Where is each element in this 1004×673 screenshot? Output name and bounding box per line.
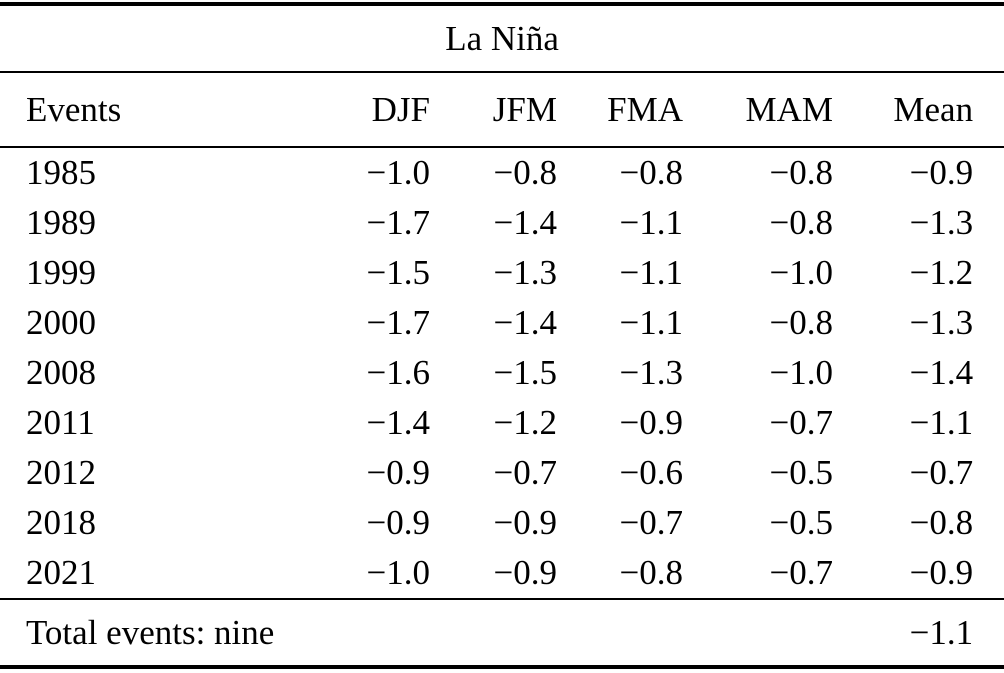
table-row: 2018 −0.9 −0.9 −0.7 −0.5 −0.8 (0, 498, 1004, 548)
fma-value: −1.1 (619, 203, 684, 242)
mean-value: −1.3 (909, 203, 974, 242)
jfm-value: −1.4 (493, 303, 558, 342)
event-year: 1989 (26, 203, 96, 242)
mam-value: −0.8 (769, 153, 834, 192)
mean-value: −0.7 (909, 453, 974, 492)
jfm-value: −0.9 (493, 503, 558, 542)
jfm-value: −0.9 (430, 548, 557, 600)
column-header-jfm: JFM (430, 72, 557, 148)
mam-value: −0.8 (769, 303, 834, 342)
column-header-djf: DJF (300, 72, 430, 148)
event-year: 2018 (26, 503, 96, 542)
mean-value: −0.9 (833, 548, 1004, 600)
mam-value: −1.0 (769, 353, 834, 392)
fma-value: −1.3 (619, 353, 684, 392)
column-header-fma: FMA (557, 72, 683, 148)
djf-value: −1.7 (366, 203, 431, 242)
fma-value: −0.7 (619, 503, 684, 542)
table-row: 2021 −1.0 −0.9 −0.8 −0.7 −0.9 (0, 548, 1004, 600)
event-year: 2021 (0, 548, 300, 600)
column-header-events: Events (0, 72, 300, 148)
table-title-row: La Niña (0, 4, 1004, 73)
mam-value: −0.7 (769, 403, 834, 442)
mam-value: −0.7 (683, 548, 833, 600)
djf-value: −1.7 (366, 303, 431, 342)
mam-value: −1.0 (769, 253, 834, 292)
table-row: 1985 −1.0 −0.8 −0.8 −0.8 −0.9 (0, 147, 1004, 198)
event-year: 2008 (26, 353, 96, 392)
table-title: La Niña (0, 4, 1004, 73)
table-row: 1999 −1.5 −1.3 −1.1 −1.0 −1.2 (0, 248, 1004, 298)
mean-value: −1.4 (909, 353, 974, 392)
mean-value: −0.8 (909, 503, 974, 542)
djf-value: −0.9 (366, 503, 431, 542)
jfm-value: −1.4 (493, 203, 558, 242)
column-header-mam: MAM (683, 72, 833, 148)
table-row: 2012 −0.9 −0.7 −0.6 −0.5 −0.7 (0, 448, 1004, 498)
table-footer-row: Total events: nine −1.1 (0, 599, 1004, 667)
jfm-value: −1.5 (493, 353, 558, 392)
jfm-value: −0.7 (493, 453, 558, 492)
jfm-value: −1.2 (493, 403, 558, 442)
table-row: 2000 −1.7 −1.4 −1.1 −0.8 −1.3 (0, 298, 1004, 348)
table-row: 1989 −1.7 −1.4 −1.1 −0.8 −1.3 (0, 198, 1004, 248)
djf-value: −1.0 (366, 153, 431, 192)
table-row: 2008 −1.6 −1.5 −1.3 −1.0 −1.4 (0, 348, 1004, 398)
overall-mean-value: −1.1 (909, 612, 974, 652)
column-header-mean: Mean (833, 72, 1004, 148)
mean-value: −0.9 (909, 153, 974, 192)
table-row: 2011 −1.4 −1.2 −0.9 −0.7 −1.1 (0, 398, 1004, 448)
event-year: 1999 (26, 253, 96, 292)
mam-value: −0.8 (769, 203, 834, 242)
total-events-label: Total events: nine (26, 612, 275, 652)
mean-value: −1.1 (909, 403, 974, 442)
event-year: 2011 (26, 403, 95, 442)
jfm-value: −1.3 (493, 253, 558, 292)
fma-value: −0.9 (619, 403, 684, 442)
fma-value: −0.8 (557, 548, 683, 600)
jfm-value: −0.8 (493, 153, 558, 192)
mean-value: −1.2 (909, 253, 974, 292)
djf-value: −1.6 (366, 353, 431, 392)
fma-value: −1.1 (619, 303, 684, 342)
djf-value: −0.9 (366, 453, 431, 492)
mam-value: −0.5 (769, 453, 834, 492)
djf-value: −1.0 (300, 548, 430, 600)
djf-value: −1.4 (366, 403, 431, 442)
fma-value: −0.8 (619, 153, 684, 192)
mam-value: −0.5 (769, 503, 834, 542)
djf-value: −1.5 (366, 253, 431, 292)
event-year: 2012 (26, 453, 96, 492)
fma-value: −1.1 (619, 253, 684, 292)
event-year: 1985 (26, 153, 96, 192)
table-header-row: Events DJF JFM FMA MAM Mean (0, 72, 1004, 148)
event-year: 2000 (26, 303, 96, 342)
mean-value: −1.3 (909, 303, 974, 342)
fma-value: −0.6 (619, 453, 684, 492)
